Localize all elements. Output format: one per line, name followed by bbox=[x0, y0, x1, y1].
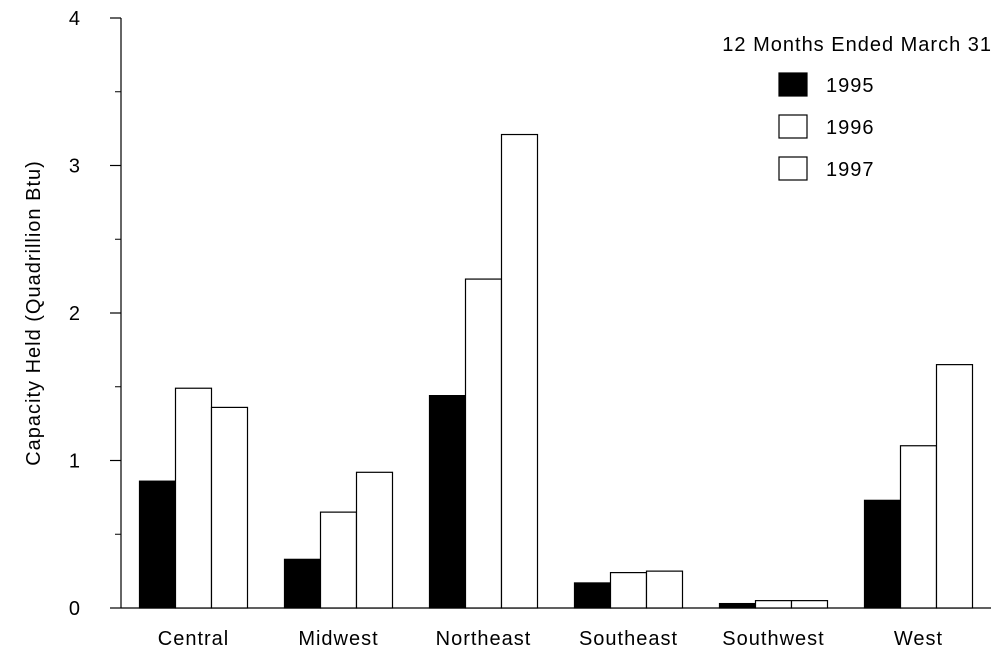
x-tick-label: Northeast bbox=[436, 628, 532, 650]
bar-1996-southeast bbox=[609, 571, 648, 609]
x-tick-label: Central bbox=[158, 628, 229, 650]
x-tick-label: Southwest bbox=[722, 628, 824, 650]
y-tick-label: 2 bbox=[69, 303, 81, 325]
bar-1995-midwest bbox=[283, 558, 322, 609]
x-tick-label: West bbox=[894, 628, 943, 650]
bar-1996-central bbox=[174, 387, 213, 609]
bar-1996-northeast bbox=[464, 278, 503, 609]
legend-label: 1995 bbox=[826, 75, 875, 97]
y-axis-ticks: 0 1 2 3 4 bbox=[69, 8, 121, 620]
y-tick-label: 4 bbox=[69, 8, 81, 30]
x-tick-label: Southeast bbox=[579, 628, 678, 650]
bar-1997-southwest bbox=[790, 600, 829, 609]
bar-1995-southwest bbox=[718, 602, 757, 609]
legend-label: 1996 bbox=[826, 117, 875, 139]
bar-1996-west bbox=[899, 445, 938, 609]
bar-1995-northeast bbox=[428, 395, 467, 609]
x-axis-tick-labels: Central Midwest Northeast Southeast Southwes… bbox=[158, 628, 943, 650]
bar-1997-west bbox=[935, 364, 974, 609]
y-tick-label: 3 bbox=[69, 156, 81, 178]
bar-1997-central bbox=[210, 406, 249, 609]
bar-1997-midwest bbox=[355, 471, 394, 609]
bar-1996-southwest bbox=[754, 600, 793, 609]
x-tick-label: Midwest bbox=[298, 628, 378, 650]
bar-1997-northeast bbox=[500, 133, 539, 609]
bar-1996-midwest bbox=[319, 511, 358, 609]
legend-swatch bbox=[778, 72, 808, 97]
legend-swatch bbox=[778, 156, 808, 181]
legend-title: 12 Months Ended March 31 bbox=[722, 34, 992, 56]
bars bbox=[138, 133, 974, 609]
y-tick-label: 0 bbox=[69, 598, 81, 620]
legend: 12 Months Ended March 31 1995 1996 1997 bbox=[722, 34, 992, 181]
legend-swatch bbox=[778, 114, 808, 139]
bar-1995-west bbox=[863, 499, 902, 609]
legend-label: 1997 bbox=[826, 159, 875, 181]
plot-area: 0 1 2 3 4 Central Midwest Northeast Southeast So… bbox=[69, 8, 991, 650]
y-axis-label: Capacity Held (Quadrillion Btu) bbox=[23, 160, 45, 466]
bar-1995-central bbox=[138, 480, 177, 609]
y-tick-label: 1 bbox=[69, 451, 81, 473]
bar-1997-southeast bbox=[645, 570, 684, 609]
bar-1995-southeast bbox=[573, 582, 612, 609]
